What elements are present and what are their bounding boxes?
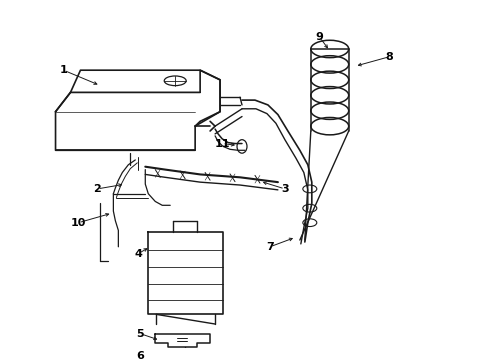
- Text: 10: 10: [71, 218, 86, 228]
- Text: 11: 11: [214, 139, 230, 149]
- Text: 5: 5: [137, 329, 144, 339]
- Text: 7: 7: [266, 242, 274, 252]
- Text: 9: 9: [316, 32, 324, 42]
- Text: 4: 4: [134, 248, 142, 258]
- Text: 2: 2: [94, 184, 101, 194]
- Text: 1: 1: [60, 65, 68, 75]
- Text: 6: 6: [136, 351, 144, 360]
- Text: 3: 3: [281, 184, 289, 194]
- Text: 8: 8: [386, 52, 393, 62]
